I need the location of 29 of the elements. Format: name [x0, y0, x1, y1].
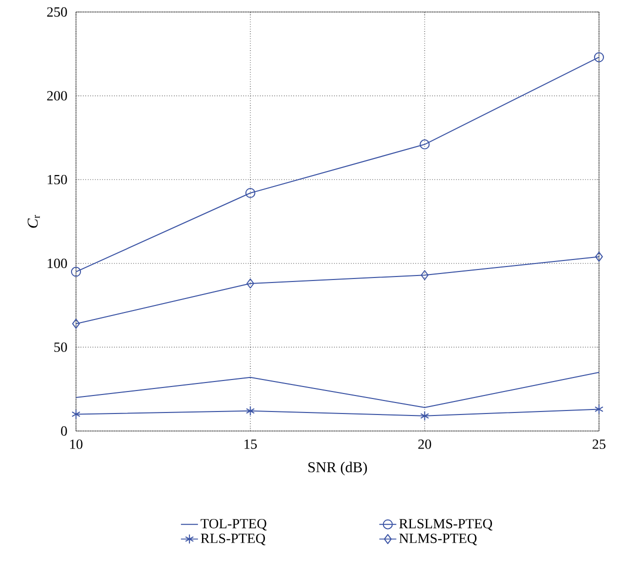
y-tick-label: 250	[47, 7, 67, 17]
point	[246, 406, 255, 416]
y-tick-label: 150	[48, 174, 67, 184]
legend-label: RLS-PTEQ	[200, 534, 266, 546]
point	[595, 252, 603, 262]
point	[72, 409, 80, 420]
point	[72, 318, 80, 329]
y-tick-label: 200	[47, 91, 67, 101]
point	[420, 139, 430, 150]
point	[245, 188, 256, 198]
y-tick-label: 0	[61, 426, 67, 436]
point	[420, 410, 430, 421]
point	[246, 278, 254, 289]
x-tick-label: 15	[244, 440, 257, 449]
y-axis-title: C$_{r}$	[28, 215, 40, 228]
x-tick-label: 25	[592, 440, 606, 449]
point	[594, 404, 604, 414]
y-tick-label: 100	[48, 258, 67, 268]
point	[420, 270, 429, 280]
point	[71, 266, 81, 277]
legend-label: NLMS-PTEQ	[399, 534, 477, 546]
legend-label: TOL-PTEQ	[200, 518, 267, 530]
y-tick-label: 50	[54, 342, 67, 352]
line-series	[76, 372, 600, 408]
x-tick-label: 20	[418, 440, 432, 449]
point	[594, 52, 604, 62]
legend-label: RLSLMS-PTEQ	[399, 518, 492, 530]
x-axis-title: SNR (dB)	[308, 462, 367, 476]
x-tick-label: 10	[70, 440, 82, 449]
